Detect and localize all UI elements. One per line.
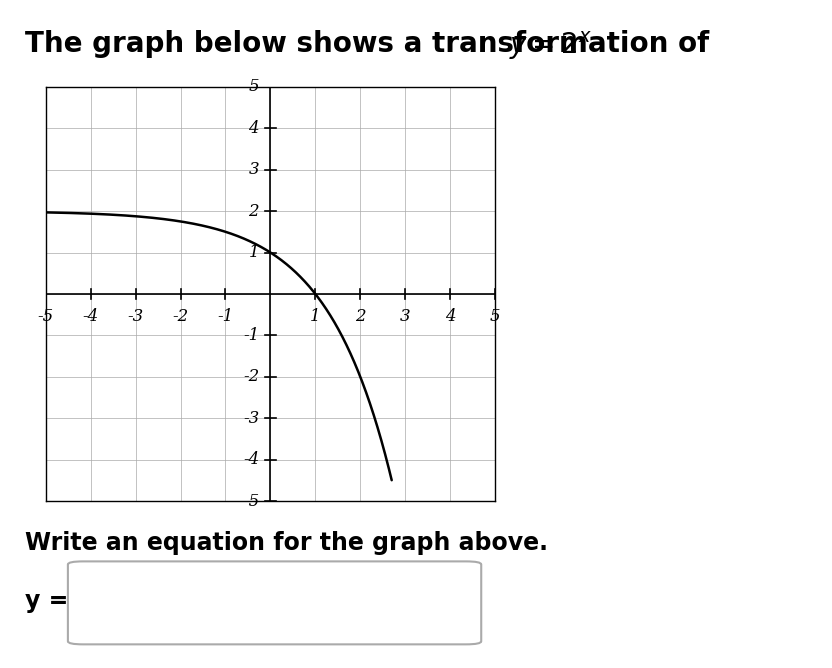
Text: 3: 3 xyxy=(400,309,410,325)
Text: 4: 4 xyxy=(249,120,260,137)
Text: -3: -3 xyxy=(127,309,144,325)
Text: 1: 1 xyxy=(249,244,260,261)
Text: -4: -4 xyxy=(243,451,260,468)
Text: 5: 5 xyxy=(249,78,260,96)
Text: 1: 1 xyxy=(310,309,320,325)
Text: -1: -1 xyxy=(243,327,260,344)
Text: Write an equation for the graph above.: Write an equation for the graph above. xyxy=(25,531,548,555)
Text: $y = 2^x$: $y = 2^x$ xyxy=(509,30,592,63)
Text: -3: -3 xyxy=(243,409,260,427)
Text: y =: y = xyxy=(25,589,68,613)
Text: -2: -2 xyxy=(172,309,189,325)
Text: 5: 5 xyxy=(490,309,500,325)
Text: The graph below shows a transformation of: The graph below shows a transformation o… xyxy=(25,30,719,58)
Text: -1: -1 xyxy=(217,309,234,325)
Text: -2: -2 xyxy=(243,368,260,385)
Text: 2: 2 xyxy=(249,202,260,220)
Text: 2: 2 xyxy=(355,309,365,325)
Text: 3: 3 xyxy=(249,161,260,178)
Text: 4: 4 xyxy=(445,309,455,325)
Text: -5: -5 xyxy=(243,492,260,510)
FancyBboxPatch shape xyxy=(68,561,481,645)
Text: -4: -4 xyxy=(82,309,99,325)
Text: -5: -5 xyxy=(37,309,54,325)
